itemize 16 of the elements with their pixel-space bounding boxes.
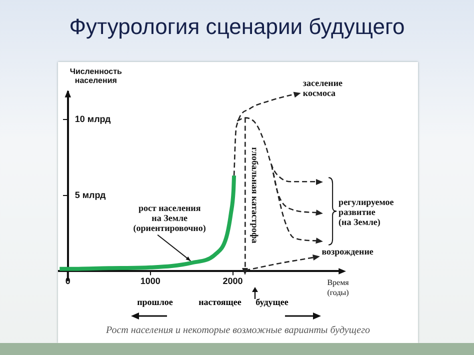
- text: прошлое: [136, 297, 174, 307]
- text: настоящее: [198, 297, 242, 307]
- text: Рост населения и некоторые возможные варианты будущего: [104, 325, 372, 336]
- y-axis-title: Численность населения: [70, 67, 122, 85]
- chart-title: Футурология сценарии будущего: [68, 14, 406, 40]
- annotation: глобальная катастрофа: [250, 147, 260, 244]
- text: будущее: [256, 297, 288, 307]
- annotation: регулируемое развитие (на Земле): [338, 197, 394, 228]
- x-axis-title: Время (годы): [327, 278, 350, 298]
- annotation: рост населения на Земле (ориентировочно): [133, 203, 206, 234]
- y-tick-label: 5 млрд: [74, 190, 106, 200]
- x-tick-label: 2000: [222, 276, 243, 286]
- annotation: заселение космоса: [302, 78, 343, 98]
- annotation: возрождение: [322, 246, 374, 256]
- x-tick-label: 1000: [140, 276, 160, 286]
- y-tick-label: 10 млрд: [74, 114, 112, 124]
